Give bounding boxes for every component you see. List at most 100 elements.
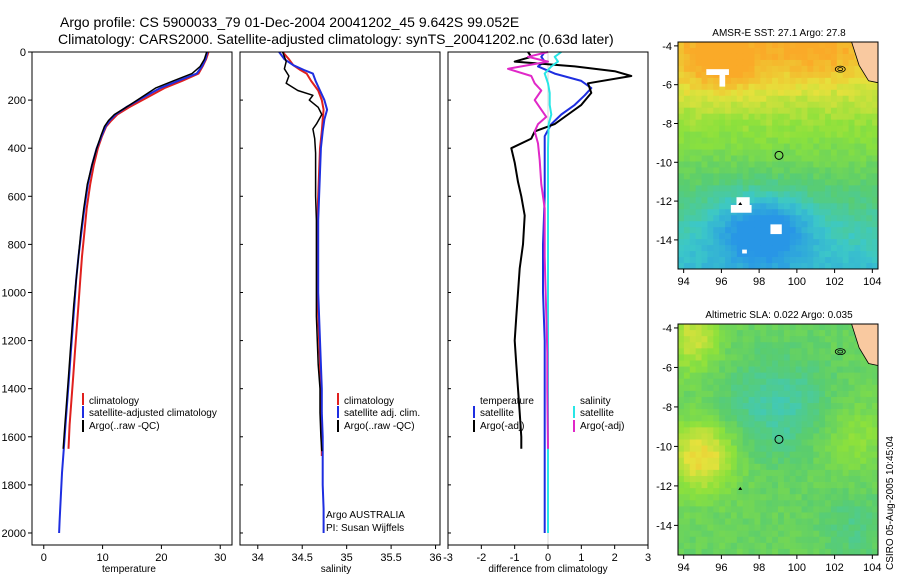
map-cell [807,360,814,367]
map-cell [730,348,738,355]
map-cell [736,378,744,386]
map-cell [695,500,702,507]
map-cell [695,342,702,349]
map-cell [866,167,873,174]
map-cell [795,119,802,127]
map-cell [807,500,814,507]
map-cell [789,348,797,355]
map-cell [825,83,832,91]
map-cell [848,101,855,109]
map-cell [695,179,702,186]
map-cell [825,233,832,240]
map-cell [713,227,720,234]
map-cell [830,463,838,471]
map-cell [707,354,714,361]
map-cell [830,518,838,526]
map-cell [701,482,708,489]
map-cell [742,155,749,162]
map-cell [701,179,708,186]
map-cell [695,512,702,519]
map-cell [766,445,773,453]
legend-label-satellite: satellite-adjusted climatology [89,408,217,419]
x-tick-label: 34 [252,552,264,564]
map-cell [830,143,838,150]
map-cell [736,77,744,85]
map-cell [872,221,879,228]
map-cell [678,47,685,55]
map-cell [713,378,720,386]
map-cell [772,89,779,97]
map-cell [842,324,849,331]
map-cell [860,439,867,446]
map-cell [707,372,714,380]
map-cell [842,149,849,156]
map-cell [801,125,808,132]
map-cell [813,89,820,97]
map-cell [772,209,779,216]
map-cell [689,348,697,355]
map-cell [819,548,826,556]
map-cell [678,372,685,380]
map-cell [854,89,861,97]
map-cell [872,433,879,440]
map-cell [819,65,826,73]
map-cell [689,463,697,471]
map-cell [789,396,797,404]
map-cell [825,354,832,361]
map-cell [689,53,697,61]
map-cell [689,427,697,434]
map-cell [766,239,773,246]
map-cell [754,409,761,416]
map-cell [872,257,879,264]
map-cell [795,239,802,246]
map-cell [836,445,844,453]
map-cell [695,506,702,513]
map-cell [754,330,761,337]
map-cell [754,488,761,495]
map-cell [872,107,879,115]
map-cell [872,113,879,121]
map-cell [754,360,761,367]
map-cell [772,378,779,386]
map-cell [725,372,732,380]
map-cell [678,257,685,264]
x-tick-label: 104 [863,562,881,574]
map-cell [742,524,749,532]
map-cell [783,330,791,337]
map-cell [866,95,873,103]
map-cell [866,415,873,422]
map-cell [683,107,691,115]
map-cell [730,119,738,127]
map-cell [830,167,838,174]
map-cell [689,155,697,162]
map-cell [772,342,779,349]
map-cell [725,433,732,440]
map-cell [866,457,873,465]
map-cell [766,330,773,337]
map-cell [701,251,708,258]
map-cell [819,179,826,186]
map-cell [860,233,867,240]
map-cell [748,239,755,246]
map-cell [695,360,702,367]
map-cell [742,427,749,434]
map-cell [819,451,826,459]
map-cell [789,530,797,538]
map-cell [825,257,832,264]
map-cell [719,131,726,138]
map-cell [795,101,802,109]
map-cell [760,71,767,79]
map-cell [707,185,714,192]
map-cell [801,161,808,168]
map-cell [842,360,849,367]
csiro-timestamp: CSIRO 05-Aug-2005 10:45:04 [885,436,896,570]
map-cell [725,53,732,61]
map-cell [730,494,738,501]
map-cell [683,263,691,270]
map-cell [789,469,797,477]
map-cell [748,378,755,386]
map-cell [848,83,855,91]
map-cell [695,354,702,361]
map-cell [713,203,720,210]
map-cell [713,245,720,252]
